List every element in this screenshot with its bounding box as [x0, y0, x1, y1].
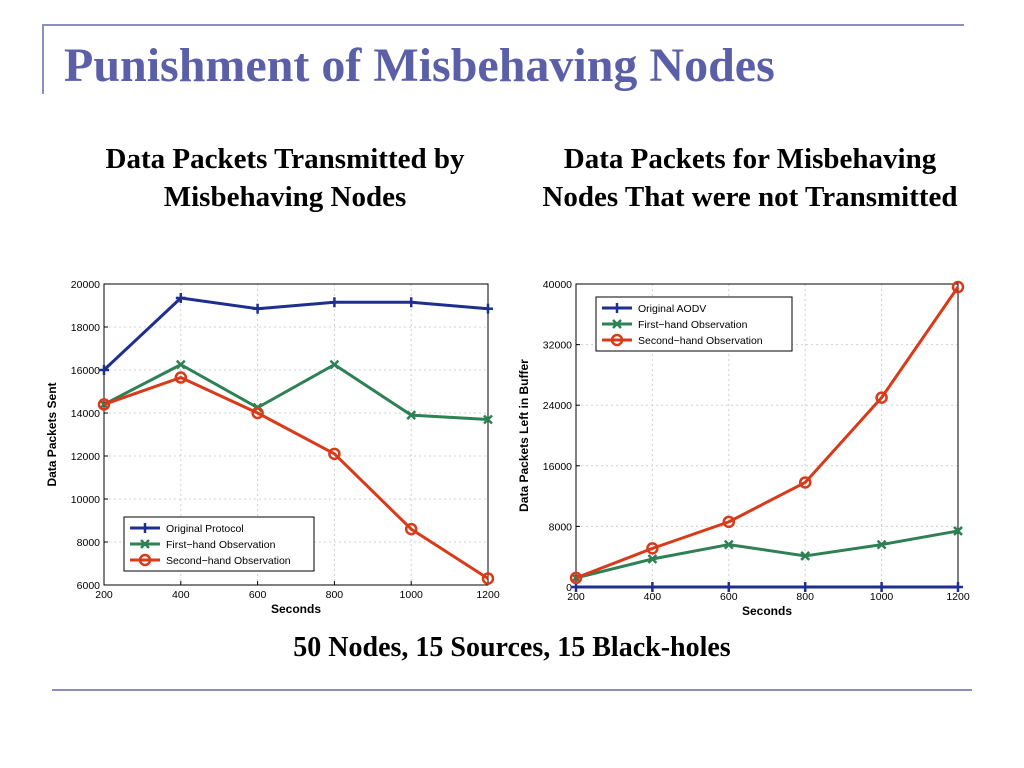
chart-packets-sent: 6000 8000 10000 12000 14000 16000 18000 20000 20… [45, 279, 500, 616]
legend-marker [610, 333, 624, 347]
y-axis-label: Data Packets Left in Buffer [517, 359, 531, 512]
data-point [723, 539, 734, 550]
legend-label: Original AODV [638, 303, 706, 315]
y-tick-label: 40000 [543, 279, 572, 291]
legend-marker [612, 303, 622, 313]
y-tick-label: 16000 [71, 365, 100, 377]
data-point [876, 582, 887, 592]
legend-marker [140, 523, 150, 533]
data-point [569, 571, 583, 585]
legend-label: First−hand Observation [166, 539, 276, 551]
data-point [953, 526, 963, 536]
y-tick-label: 14000 [71, 408, 100, 420]
series-0 [571, 582, 963, 592]
series-line [575, 286, 960, 580]
data-point [800, 551, 811, 561]
data-point [483, 414, 493, 425]
x-tick-label: 800 [796, 591, 814, 603]
y-tick-label: 0 [566, 582, 572, 594]
data-point [723, 582, 734, 592]
x-axis-label: Seconds [271, 602, 321, 616]
y-tick-label: 6000 [77, 580, 101, 592]
data-point [722, 515, 736, 529]
legend-marker [138, 553, 152, 567]
series-line [103, 363, 489, 421]
data-point [252, 303, 263, 314]
data-point [329, 297, 340, 308]
data-point [646, 542, 659, 555]
series-2 [569, 280, 965, 585]
data-point [328, 447, 341, 461]
x-tick-label: 1200 [476, 589, 500, 601]
data-point [800, 582, 811, 592]
data-point [483, 303, 493, 314]
legend-box [123, 516, 315, 572]
x-axis-label: Seconds [742, 604, 792, 618]
x-tick-label: 600 [249, 589, 267, 601]
legend-marker [140, 539, 150, 549]
data-point [647, 582, 658, 592]
legend-marker [612, 319, 622, 329]
data-point [876, 539, 887, 550]
data-point [953, 582, 963, 592]
legend-label: First−hand Observation [638, 319, 748, 331]
x-tick-label: 200 [95, 589, 113, 601]
data-point [647, 554, 658, 564]
series-2 [97, 371, 495, 585]
data-point [406, 410, 417, 421]
left-rule [42, 24, 44, 94]
chart-packets-left-in-buffer: 0 8000 16000 24000 32000 40000 200 400 600 800 100… [517, 279, 970, 618]
slide-title: Punishment of Misbehaving Nodes [64, 39, 775, 92]
x-tick-label: 200 [567, 591, 585, 603]
y-tick-label: 20000 [71, 279, 100, 291]
y-axis-ticks: 6000 8000 10000 12000 14000 16000 18000 20000 [71, 279, 488, 592]
series-0 [99, 292, 493, 375]
legend-label: Second−hand Observation [166, 555, 291, 567]
bottom-rule [52, 689, 972, 691]
data-point [481, 572, 495, 585]
data-point [571, 573, 581, 583]
data-point [174, 371, 188, 384]
series-line [102, 296, 489, 372]
legend-label: Second−hand Observation [638, 335, 763, 347]
right-chart-caption: Data Packets for Misbehaving Nodes That … [542, 143, 958, 213]
left-chart-caption: Data Packets Transmitted by Misbehaving … [105, 143, 465, 213]
x-tick-label: 1000 [870, 591, 894, 603]
x-tick-label: 400 [172, 589, 190, 601]
simulation-setup-note: 50 Nodes, 15 Sources, 15 Black-holes [293, 632, 731, 663]
data-point [406, 297, 417, 308]
data-point [875, 391, 888, 404]
data-point [329, 359, 340, 370]
series-line [103, 376, 489, 580]
x-tick-label: 800 [326, 589, 344, 601]
x-tick-label: 400 [644, 591, 662, 603]
x-tick-label: 1200 [946, 591, 970, 603]
y-tick-label: 16000 [543, 461, 572, 473]
legend: Original Protocol First−hand Observation S… [123, 516, 315, 572]
top-rule [42, 24, 964, 26]
y-tick-label: 8000 [77, 537, 101, 549]
series-line [575, 529, 959, 580]
legend-label: Original Protocol [166, 523, 244, 535]
data-point [251, 406, 264, 420]
data-point [404, 522, 418, 536]
legend: Original AODV First−hand Observation Secon… [595, 296, 793, 352]
x-tick-label: 600 [720, 591, 738, 603]
y-tick-label: 12000 [71, 451, 100, 463]
y-tick-label: 8000 [549, 521, 573, 533]
data-point [99, 365, 109, 375]
data-point [175, 359, 186, 370]
y-tick-label: 10000 [71, 494, 100, 506]
y-tick-label: 32000 [543, 340, 572, 352]
y-tick-label: 18000 [71, 322, 100, 334]
y-tick-label: 24000 [543, 400, 572, 412]
x-tick-label: 1000 [400, 589, 424, 601]
data-point [951, 280, 965, 294]
y-axis-label: Data Packets Sent [45, 382, 59, 486]
data-point [97, 398, 111, 411]
series-1 [571, 526, 963, 583]
data-point [798, 476, 812, 489]
axes-frame [103, 283, 489, 586]
data-point [175, 292, 186, 303]
